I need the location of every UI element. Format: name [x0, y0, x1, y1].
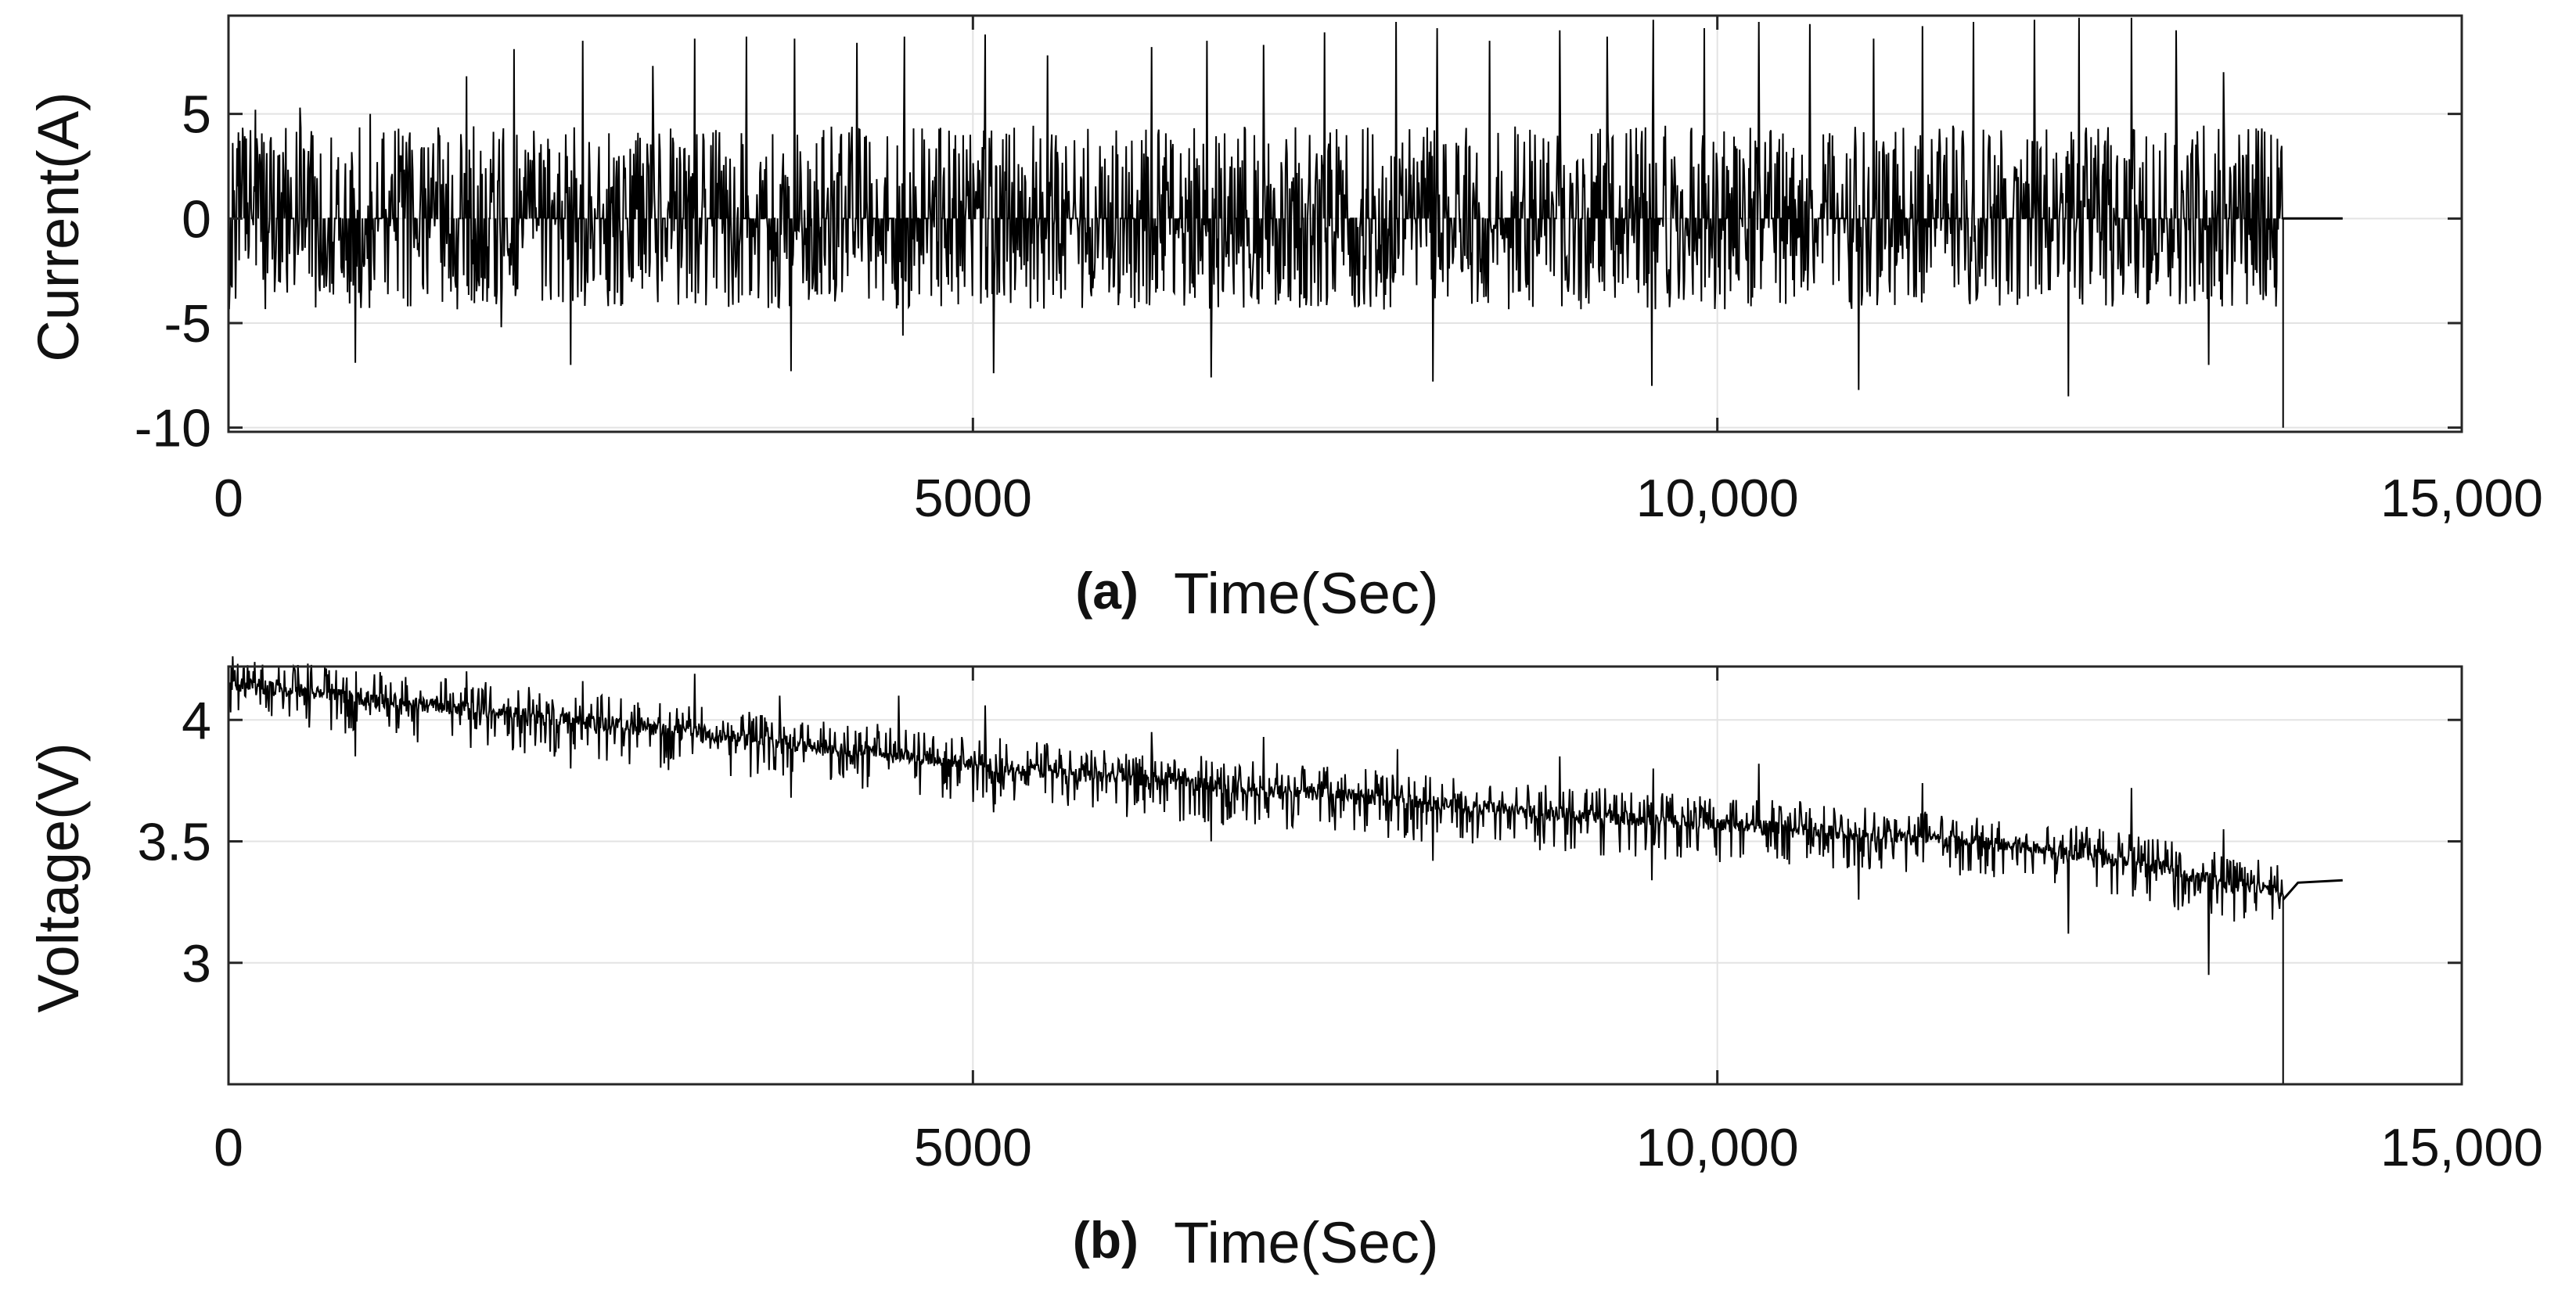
voltage-y-tick-labels: 43.53	[137, 691, 211, 993]
y-tick-label: 0	[182, 189, 211, 249]
current-y-axis-label: Current(A)	[26, 92, 91, 361]
y-tick-label: -5	[164, 294, 211, 354]
x-tick-label: 5000	[914, 469, 1032, 528]
y-tick-label: 3	[182, 934, 211, 994]
x-tick-label: 15,000	[2380, 1118, 2543, 1177]
current-plot-frame	[227, 14, 2463, 433]
current-x-axis-label: Time(Sec)	[1174, 561, 1439, 626]
x-tick-label: 10,000	[1636, 469, 1799, 528]
voltage-chart: 43.53 0 5000 10,000 15,000 Voltage(V) (b) T…	[26, 656, 2543, 1275]
series-line	[228, 656, 2284, 1084]
x-tick-label: 0	[214, 469, 243, 528]
voltage-plot-frame	[227, 665, 2463, 1086]
voltage-y-axis-label: Voltage(V)	[26, 742, 91, 1013]
x-tick-label: 0	[214, 1118, 243, 1177]
x-tick-label: 15,000	[2380, 469, 2543, 528]
y-tick-label: 3.5	[137, 813, 211, 872]
current-tick-marks	[227, 16, 2463, 432]
series-tail-line	[2282, 879, 2343, 900]
x-tick-label: 5000	[914, 1118, 1032, 1177]
y-tick-label: -10	[135, 399, 211, 458]
panel-b-label: (b)	[1073, 1211, 1139, 1269]
voltage-x-tick-labels: 0 5000 10,000 15,000	[214, 1118, 2543, 1177]
current-series-line	[228, 17, 2343, 428]
current-x-tick-labels: 0 5000 10,000 15,000	[214, 469, 2543, 528]
series-line	[228, 17, 2284, 428]
voltage-tick-marks	[227, 667, 2463, 1084]
panel-a-label: (a)	[1075, 562, 1139, 620]
y-tick-label: 5	[182, 85, 211, 145]
voltage-x-axis-label: Time(Sec)	[1174, 1210, 1439, 1275]
current-y-tick-labels: 5 0 -5 -10	[135, 85, 211, 458]
voltage-series-line	[228, 656, 2343, 1084]
y-tick-label: 4	[182, 691, 211, 750]
x-tick-label: 10,000	[1636, 1118, 1799, 1177]
